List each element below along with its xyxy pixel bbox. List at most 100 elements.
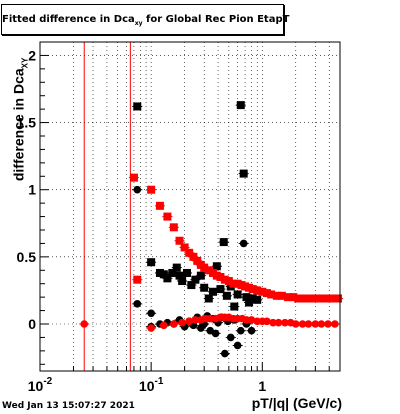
data-point-square xyxy=(239,169,248,178)
data-point-square xyxy=(245,298,254,307)
data-point-circle xyxy=(324,320,332,328)
data-point-square xyxy=(168,268,177,277)
data-point-square xyxy=(212,262,221,271)
data-point-square xyxy=(200,283,209,292)
data-point-square xyxy=(322,294,331,303)
data-point-square xyxy=(311,294,320,303)
data-point-circle xyxy=(221,349,229,358)
data-point-square xyxy=(262,289,271,298)
axis-ticks: 0 0.5 1 1.5 2 10-2 10-1 1 xyxy=(17,47,341,394)
grid xyxy=(40,42,340,371)
data-point-circle xyxy=(133,185,142,194)
data-point-square xyxy=(253,295,262,304)
data-point-circle xyxy=(178,318,186,327)
data-point-circle xyxy=(281,318,289,327)
data-point-square xyxy=(216,273,225,281)
x-tick-label: 10-1 xyxy=(139,376,164,394)
data-point-square xyxy=(175,236,184,245)
data-points xyxy=(79,101,344,358)
data-point-square xyxy=(242,293,251,302)
data-point-square xyxy=(172,263,181,272)
data-point-square xyxy=(267,290,276,299)
data-point-square xyxy=(185,248,194,257)
data-point-square xyxy=(133,275,142,284)
chart-title: Fitted difference in Dcaxy for Global Re… xyxy=(2,14,290,27)
data-point-circle xyxy=(247,326,256,335)
data-point-circle xyxy=(191,316,200,324)
data-point-square xyxy=(133,102,142,111)
data-point-circle xyxy=(274,318,283,327)
x-tick-label: 1 xyxy=(258,378,266,394)
data-point-square xyxy=(222,291,231,300)
data-point-square xyxy=(204,294,213,303)
data-point-square xyxy=(230,302,239,311)
data-point-square xyxy=(147,258,156,267)
data-point-circle xyxy=(239,239,248,248)
data-point-circle xyxy=(147,324,155,332)
data-point-circle xyxy=(133,300,142,308)
y-tick-label: 1.5 xyxy=(17,115,37,131)
data-point-square xyxy=(294,294,303,303)
data-point-circle xyxy=(304,320,313,328)
data-point-square xyxy=(253,286,262,295)
data-point-square xyxy=(277,291,286,300)
data-point-square xyxy=(182,268,191,277)
data-point-square xyxy=(224,277,233,286)
data-point-circle xyxy=(298,320,307,328)
data-point-square xyxy=(317,294,326,303)
data-point-square xyxy=(248,294,257,303)
data-point-circle xyxy=(269,318,277,327)
data-point-square xyxy=(129,173,138,182)
data-point-square xyxy=(147,185,156,194)
reference-lines xyxy=(83,42,131,371)
data-point-square xyxy=(272,291,281,300)
data-point-square xyxy=(163,212,172,221)
data-point-square xyxy=(334,294,343,303)
data-point-circle xyxy=(263,317,271,326)
data-point-square xyxy=(187,281,196,290)
y-tick-label: 2 xyxy=(28,47,36,63)
data-point-square xyxy=(328,294,337,303)
data-point-circle xyxy=(317,320,326,328)
data-point-square xyxy=(196,271,205,280)
x-tick-label: 10-2 xyxy=(28,376,53,394)
data-point-circle xyxy=(160,321,168,330)
data-point-square xyxy=(180,243,189,252)
data-point-square xyxy=(200,263,209,272)
chart-title-box: Fitted difference in Dcaxy for Global Re… xyxy=(1,4,290,35)
data-point-circle xyxy=(185,317,194,326)
data-point-square xyxy=(300,294,309,303)
data-point-square xyxy=(175,271,184,280)
data-point-square xyxy=(220,275,229,284)
data-point-square xyxy=(155,201,164,210)
plot-frame xyxy=(39,41,341,372)
data-point-square xyxy=(204,266,213,275)
y-axis-title: difference in DcaXY xyxy=(10,57,30,182)
data-point-square xyxy=(189,252,198,261)
data-point-circle xyxy=(226,333,235,342)
data-point-square xyxy=(193,256,202,265)
data-point-circle xyxy=(80,320,89,328)
data-point-square xyxy=(216,285,225,294)
data-point-square xyxy=(306,294,315,303)
x-axis-title: pT/|q| (GeV/c) xyxy=(251,395,342,411)
data-point-square xyxy=(219,238,228,247)
y-tick-label: 1 xyxy=(28,182,36,198)
data-point-circle xyxy=(170,320,178,328)
data-point-square xyxy=(283,293,292,302)
y-tick-label: 0.5 xyxy=(17,249,37,265)
data-point-square xyxy=(233,290,242,299)
data-point-square xyxy=(289,293,298,302)
timestamp: Wed Jan 13 15:07:27 2021 xyxy=(2,401,135,411)
data-point-square xyxy=(163,274,172,283)
data-point-circle xyxy=(291,320,300,328)
data-point-square xyxy=(208,287,217,296)
data-point-circle xyxy=(311,320,320,328)
data-point-square xyxy=(169,223,178,232)
y-tick-label: 0 xyxy=(28,316,36,332)
data-point-circle xyxy=(211,329,220,338)
data-point-square xyxy=(159,270,168,279)
data-point-circle xyxy=(331,320,339,328)
data-point-square xyxy=(178,277,187,286)
